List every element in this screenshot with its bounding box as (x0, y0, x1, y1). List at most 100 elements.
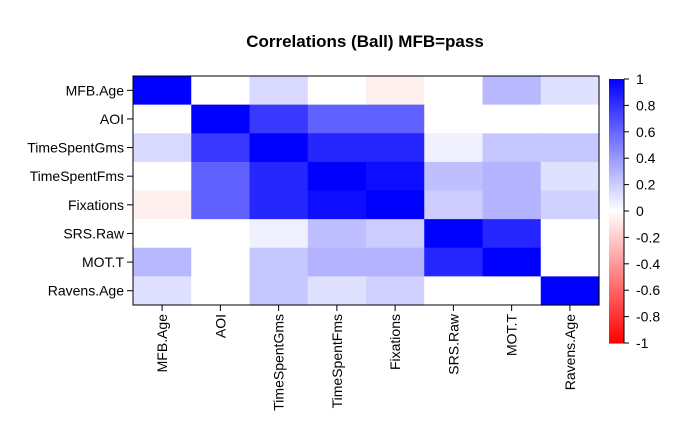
legend-swatch (609, 197, 624, 202)
legend-swatch (609, 181, 624, 186)
heatmap-cell (540, 76, 600, 106)
legend-swatch (609, 100, 624, 104)
legend-swatch (609, 134, 624, 138)
legend-swatch (609, 287, 624, 291)
heatmap-cell (249, 76, 309, 106)
legend-swatch (609, 332, 624, 336)
heatmap-cell (133, 247, 192, 277)
heatmap-cell (540, 161, 600, 192)
heatmap-cell (424, 104, 484, 134)
legend-swatch (609, 269, 624, 273)
chart-title: Correlations (Ball) MFB=pass (246, 32, 484, 51)
heatmap-cell (307, 76, 367, 106)
heatmap-cell (191, 133, 251, 163)
heatmap-cell (424, 276, 484, 306)
heatmap-cell (424, 247, 484, 277)
legend-swatch (609, 129, 624, 133)
legend-swatch (609, 266, 624, 270)
heatmap-cells (133, 76, 600, 306)
legend-swatch (609, 250, 624, 254)
heatmap-cell (133, 76, 192, 106)
legend-swatch (609, 335, 624, 339)
legend-swatch (609, 79, 624, 83)
legend-swatch (609, 121, 624, 125)
legend-swatch (609, 187, 624, 191)
legend-swatch (609, 179, 624, 183)
legend-swatch (609, 284, 624, 289)
legend-swatch (609, 97, 624, 101)
legend-tick-label: 1 (636, 71, 644, 87)
legend-tick-label: 0.8 (636, 97, 656, 113)
legend-swatch (609, 108, 624, 112)
legend-swatch (609, 327, 624, 331)
heatmap-cell (366, 76, 425, 106)
legend-swatch (609, 337, 624, 341)
heatmap-cell (482, 276, 542, 306)
legend-tick-label: 0.4 (636, 150, 656, 166)
legend-swatch (609, 105, 624, 109)
heatmap-cell (307, 104, 367, 134)
legend-swatch (609, 324, 624, 328)
heatmap-cell (540, 104, 600, 134)
heatmap-cell (540, 133, 600, 163)
legend-swatch (609, 306, 624, 310)
heatmap-cell (191, 76, 251, 106)
heatmap-cell (191, 104, 251, 134)
legend-swatch (609, 123, 624, 128)
legend-swatch (609, 115, 624, 120)
legend-swatch (609, 192, 624, 196)
legend-swatch (609, 271, 624, 275)
legend-swatch (609, 298, 624, 302)
legend-swatch (609, 329, 624, 334)
heatmap-cell (249, 247, 309, 277)
legend-swatch (609, 224, 624, 228)
legend-swatch (609, 240, 624, 244)
legend-swatch (609, 308, 624, 312)
legend-swatch (609, 160, 624, 165)
heatmap-cell (366, 133, 425, 163)
heatmap-cell (191, 161, 251, 192)
row-label: TimeSpentFms (30, 168, 124, 184)
legend-swatch (609, 195, 624, 199)
heatmap-cell (366, 247, 425, 277)
legend-swatch (609, 86, 624, 91)
legend-swatch (609, 279, 624, 283)
legend-swatch (609, 92, 624, 96)
heatmap-cell (307, 161, 367, 192)
row-label: Ravens.Age (48, 283, 124, 299)
legend-swatch (609, 131, 624, 136)
plot-frame (132, 75, 600, 306)
legend-swatch (609, 253, 624, 257)
legend-swatch (609, 126, 624, 130)
heatmap-cell (540, 247, 600, 277)
heatmap-cell (249, 161, 309, 192)
row-label: Fixations (68, 197, 124, 213)
legend-swatch (609, 218, 624, 223)
legend-tick-label: -0.8 (636, 309, 660, 325)
legend-swatch (609, 213, 624, 217)
column-label: MOT.T (504, 314, 520, 356)
legend-swatch (609, 200, 624, 204)
legend-swatch (609, 84, 624, 88)
legend-swatch (609, 174, 624, 178)
heatmap-cell (482, 161, 542, 192)
heatmap-cell (191, 276, 251, 306)
legend-swatch (609, 171, 624, 175)
legend-tick-label: 0 (636, 203, 644, 219)
heatmap-cell (424, 219, 484, 249)
heatmap-cell (366, 190, 425, 220)
heatmap-cell (133, 161, 192, 192)
legend-swatch (609, 137, 624, 141)
legend-swatch (609, 282, 624, 286)
legend-swatch (609, 203, 624, 207)
heatmap-cell (249, 104, 309, 134)
legend-swatch (609, 216, 624, 220)
heatmap-cell (482, 190, 542, 220)
legend-swatch (609, 290, 624, 294)
column-label: SRS.Raw (445, 313, 461, 375)
legend-swatch (609, 168, 624, 172)
legend-swatch (609, 255, 624, 260)
heatmap-cell (133, 219, 192, 249)
row-label: SRS.Raw (63, 225, 125, 241)
